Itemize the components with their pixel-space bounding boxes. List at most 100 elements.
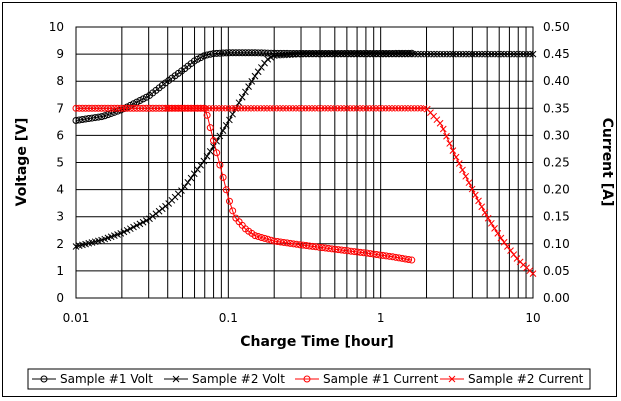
data-point (289, 104, 297, 112)
data-point (228, 104, 236, 112)
data-point (356, 104, 364, 112)
data-point (215, 104, 223, 112)
data-point (197, 161, 204, 169)
data-point (219, 127, 227, 135)
data-point (465, 179, 473, 187)
data-point (229, 207, 237, 215)
data-point (407, 104, 415, 112)
legend-swatch-marker (172, 375, 180, 383)
data-point (264, 235, 272, 243)
data-point (369, 250, 377, 258)
data-point (459, 166, 466, 174)
data-point (302, 50, 310, 58)
series-line (76, 107, 412, 261)
data-point (254, 233, 262, 241)
data-point (257, 233, 265, 241)
data-point (382, 104, 389, 112)
y2-tick-label: 0.40 (543, 74, 570, 88)
data-point (311, 104, 319, 112)
data-point (366, 50, 374, 58)
data-point (328, 50, 336, 58)
data-point (130, 223, 137, 231)
data-point (78, 116, 86, 124)
plot-border (75, 26, 534, 299)
data-point (504, 50, 511, 58)
legend-label: Sample #2 Volt (192, 372, 285, 386)
data-point (395, 50, 403, 58)
data-point (286, 104, 293, 112)
data-point (279, 104, 287, 112)
data-point (487, 219, 495, 227)
data-point (366, 250, 374, 258)
data-point (190, 170, 198, 178)
data-point (392, 253, 400, 261)
data-point (408, 50, 415, 58)
data-point (241, 104, 248, 112)
data-point (321, 50, 329, 58)
data-point (325, 50, 332, 58)
data-point (529, 50, 537, 58)
data-point (238, 93, 246, 101)
data-point (523, 50, 530, 58)
data-point (196, 104, 204, 112)
legend-swatch-marker (40, 375, 48, 383)
data-point (257, 104, 264, 112)
data-point (363, 249, 371, 257)
data-point (251, 72, 259, 80)
data-point (440, 50, 447, 58)
data-point (200, 157, 208, 165)
data-point (379, 251, 387, 259)
data-point (500, 238, 508, 246)
data-point (389, 253, 397, 261)
series-layer (72, 49, 537, 277)
data-point (305, 50, 313, 58)
legend-entry-1: Sample #1 Volt (32, 372, 153, 386)
data-point (248, 78, 256, 85)
data-point (389, 50, 396, 58)
y-tick-label: 5 (56, 156, 64, 170)
y-tick-label: 7 (56, 101, 64, 115)
data-point (436, 119, 444, 127)
data-point (200, 52, 208, 60)
data-point (250, 104, 258, 112)
data-point (516, 50, 524, 58)
data-point (203, 111, 211, 119)
data-point (363, 50, 371, 58)
data-point (194, 166, 201, 173)
data-point (459, 50, 467, 58)
data-point (337, 104, 345, 112)
data-point (98, 113, 106, 121)
data-point (382, 252, 390, 260)
data-point (398, 50, 406, 58)
data-point (212, 104, 220, 112)
data-point (341, 50, 348, 58)
data-point (330, 104, 338, 112)
data-point (360, 249, 368, 257)
data-point (481, 209, 489, 217)
data-point (120, 228, 128, 236)
data-point (443, 50, 451, 58)
data-point (202, 104, 210, 112)
data-point (247, 104, 255, 112)
y-tick-label: 6 (56, 128, 64, 142)
data-point (373, 50, 380, 58)
data-point (222, 122, 230, 129)
y2-tick-label: 0.45 (543, 47, 570, 61)
y2-tick-label: 0.50 (543, 20, 570, 34)
data-point (452, 50, 460, 58)
data-point (491, 50, 499, 58)
data-point (327, 104, 335, 112)
data-point (385, 104, 393, 112)
data-point (379, 50, 387, 58)
data-point (193, 104, 200, 112)
data-point (404, 104, 412, 112)
y2-tick-label: 0.35 (543, 101, 570, 115)
data-point (424, 50, 431, 58)
data-point (133, 222, 141, 229)
data-point (455, 160, 463, 167)
data-point (296, 50, 304, 58)
x-tick-label: 0.1 (219, 311, 238, 325)
data-point (251, 232, 259, 240)
data-point (414, 104, 421, 112)
data-point (468, 50, 476, 58)
